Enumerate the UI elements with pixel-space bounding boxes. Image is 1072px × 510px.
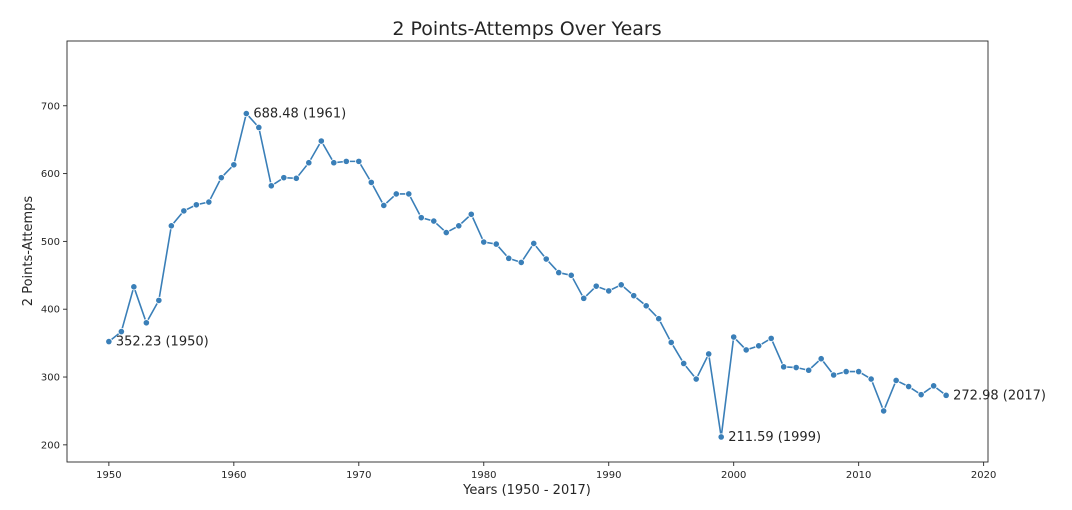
data-point [805,366,813,374]
data-point [392,190,400,198]
data-point [867,375,875,383]
data-point [480,238,488,246]
data-point [367,178,375,186]
data-point [342,157,350,165]
data-point [280,174,288,182]
data-point [192,201,200,209]
y-tick-label: 600 [41,169,60,180]
data-point [167,222,175,230]
data-point [130,283,138,291]
data-point [292,174,300,182]
data-point [530,239,538,248]
data-point [592,282,600,290]
x-tick-label: 2000 [721,470,746,481]
series-2-points-attemps [105,109,950,441]
data-point [767,334,775,342]
data-point [742,346,750,354]
data-point [830,371,838,379]
y-tick-label: 500 [41,237,60,248]
chart-title: 2 Points-Attemps Over Years [392,18,661,40]
data-point [580,294,588,302]
data-point [705,350,713,358]
data-point [242,109,250,118]
x-axis-label: Years (1950 - 2017) [462,483,591,498]
data-point [467,210,475,218]
data-point [892,376,900,385]
data-point [105,338,113,346]
data-point [692,375,700,383]
data-point [305,159,313,167]
data-point [492,240,500,248]
data-point [155,296,163,304]
data-point [405,190,413,198]
data-point [255,123,263,132]
data-point [505,254,513,262]
x-tick-label: 1950 [96,470,121,481]
data-point [842,368,850,376]
data-point [855,368,863,376]
x-tick-label: 1970 [346,470,371,481]
data-point [355,157,363,165]
y-tick-label: 300 [41,373,60,384]
x-tick-label: 2020 [971,470,996,481]
data-point [655,315,663,323]
data-point [667,338,675,347]
data-point [817,355,825,363]
data-point [642,302,650,310]
data-point [617,281,625,289]
data-point [930,382,938,390]
data-point [792,363,800,372]
annotation-label: 272.98 (2017) [953,388,1046,403]
annotation-label: 688.48 (1961) [253,107,346,122]
y-tick-label: 700 [41,101,60,112]
data-point [442,228,450,237]
y-axis: 200 300 400 500 600 700 [41,101,67,451]
data-point [567,271,575,279]
data-point [517,258,525,267]
data-point [430,217,438,225]
x-tick-label: 2010 [846,470,871,481]
data-point [605,287,613,295]
data-point [780,363,788,371]
data-point [180,207,188,215]
data-point [267,182,275,190]
data-point [917,391,925,399]
data-point [455,222,463,230]
data-point [942,391,950,399]
x-tick-label: 1980 [471,470,496,481]
y-tick-label: 400 [41,305,60,316]
data-point [542,255,550,263]
data-point [142,319,150,327]
data-point [205,198,213,206]
data-point [555,268,563,277]
data-point [117,327,125,336]
annotation-label: 352.23 (1950) [116,335,209,350]
x-tick-label: 1960 [221,470,246,481]
data-point [905,382,913,391]
data-point [680,359,688,368]
data-point [380,201,388,210]
data-point [755,342,763,350]
data-point [417,214,425,222]
plot-area-frame [66,40,989,463]
data-point [217,174,225,182]
x-tick-label: 1990 [596,470,621,481]
data-point [330,159,338,167]
y-axis-label: 2 Points-Attemps [21,196,36,307]
data-point [317,137,325,145]
data-point [230,161,238,169]
data-point [630,292,638,300]
annotation-label: 211.59 (1999) [728,430,821,445]
data-point [717,433,725,441]
data-point [880,407,888,415]
y-tick-label: 200 [41,440,60,451]
x-axis: 1950 1960 1970 1980 1990 2000 2010 2020 [96,462,996,481]
annotations: 352.23 (1950) 688.48 (1961) 211.59 (1999) 2… [116,107,1046,445]
data-point [730,333,738,341]
